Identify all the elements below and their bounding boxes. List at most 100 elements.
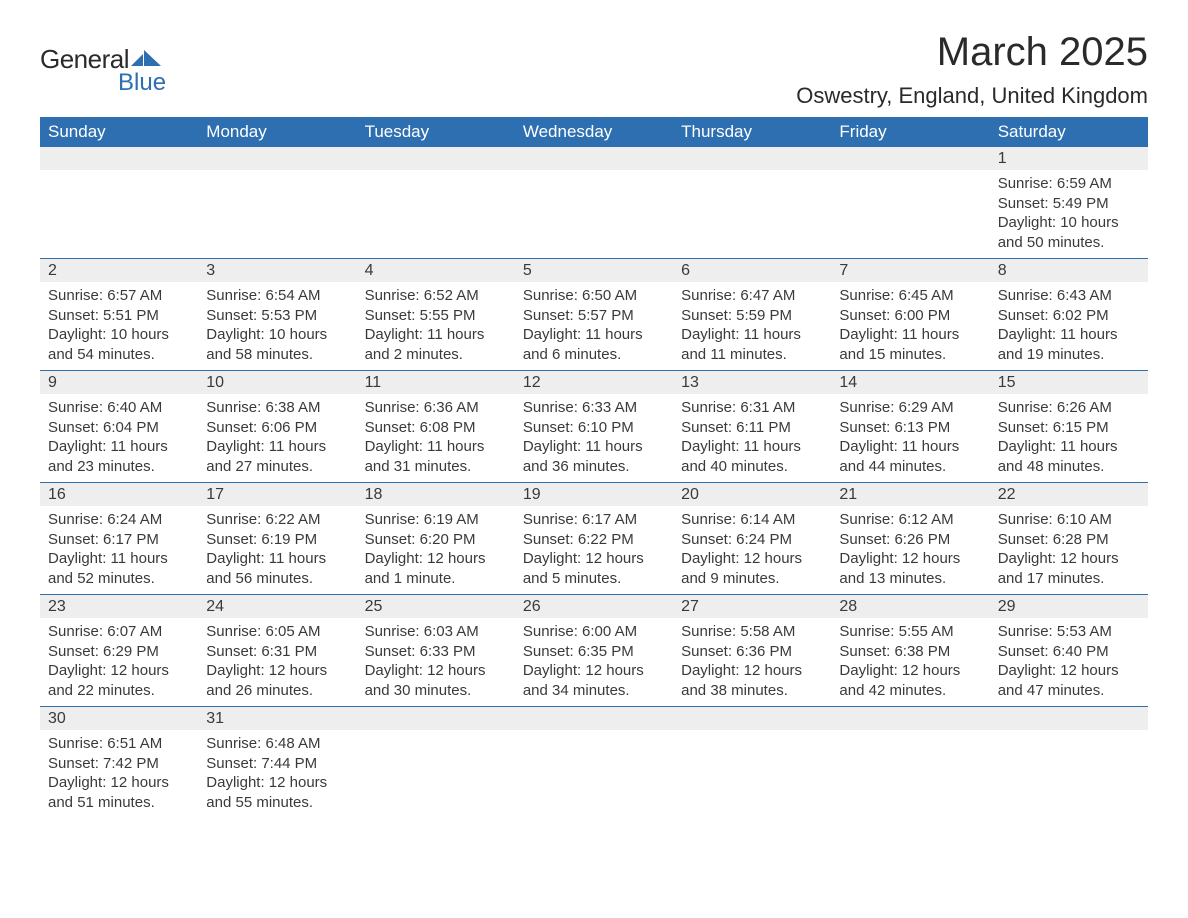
day-number — [515, 707, 673, 730]
sunrise-text: Sunrise: 6:19 AM — [365, 510, 507, 530]
day-content: Sunrise: 6:14 AMSunset: 6:24 PMDaylight:… — [673, 506, 831, 594]
day-content: Sunrise: 5:58 AMSunset: 6:36 PMDaylight:… — [673, 618, 831, 706]
day-cell — [831, 147, 989, 259]
day-content: Sunrise: 6:17 AMSunset: 6:22 PMDaylight:… — [515, 506, 673, 594]
day-number: 24 — [198, 595, 356, 618]
day-number: 9 — [40, 371, 198, 394]
day-content — [831, 170, 989, 248]
sunset-text: Sunset: 6:20 PM — [365, 530, 507, 550]
sunset-text: Sunset: 5:53 PM — [206, 306, 348, 326]
day-content: Sunrise: 6:19 AMSunset: 6:20 PMDaylight:… — [357, 506, 515, 594]
day-cell: 22Sunrise: 6:10 AMSunset: 6:28 PMDayligh… — [990, 483, 1148, 595]
day-cell: 1Sunrise: 6:59 AMSunset: 5:49 PMDaylight… — [990, 147, 1148, 259]
day-number — [673, 707, 831, 730]
day-number: 29 — [990, 595, 1148, 618]
sunset-text: Sunset: 6:15 PM — [998, 418, 1140, 438]
day-number — [515, 147, 673, 170]
daylight-text-1: Daylight: 12 hours — [206, 661, 348, 681]
day-cell: 31Sunrise: 6:48 AMSunset: 7:44 PMDayligh… — [198, 707, 356, 819]
day-cell: 8Sunrise: 6:43 AMSunset: 6:02 PMDaylight… — [990, 259, 1148, 371]
day-content: Sunrise: 6:48 AMSunset: 7:44 PMDaylight:… — [198, 730, 356, 818]
sunset-text: Sunset: 5:55 PM — [365, 306, 507, 326]
day-cell: 10Sunrise: 6:38 AMSunset: 6:06 PMDayligh… — [198, 371, 356, 483]
day-number — [673, 147, 831, 170]
week-row: 9Sunrise: 6:40 AMSunset: 6:04 PMDaylight… — [40, 371, 1148, 483]
day-content: Sunrise: 6:50 AMSunset: 5:57 PMDaylight:… — [515, 282, 673, 370]
sunrise-text: Sunrise: 6:17 AM — [523, 510, 665, 530]
daylight-text-1: Daylight: 11 hours — [206, 549, 348, 569]
day-cell: 27Sunrise: 5:58 AMSunset: 6:36 PMDayligh… — [673, 595, 831, 707]
daylight-text-1: Daylight: 11 hours — [681, 437, 823, 457]
day-cell — [357, 147, 515, 259]
day-cell: 11 Sunrise: 6:36 AMSunset: 6:08 PMDayligh… — [357, 371, 515, 483]
daylight-text-1: Daylight: 12 hours — [839, 661, 981, 681]
day-number: 18 — [357, 483, 515, 506]
sunrise-text: Sunrise: 6:48 AM — [206, 734, 348, 754]
sunrise-text: Sunrise: 6:51 AM — [48, 734, 190, 754]
sunrise-text: Sunrise: 6:38 AM — [206, 398, 348, 418]
daylight-text-1: Daylight: 11 hours — [998, 325, 1140, 345]
daylight-text-2: and 17 minutes. — [998, 569, 1140, 589]
day-cell — [515, 707, 673, 819]
day-content: Sunrise: 6:45 AMSunset: 6:00 PMDaylight:… — [831, 282, 989, 370]
day-content — [357, 170, 515, 248]
sunset-text: Sunset: 6:08 PM — [365, 418, 507, 438]
day-number: 4 — [357, 259, 515, 282]
day-content: Sunrise: 6:29 AMSunset: 6:13 PMDaylight:… — [831, 394, 989, 482]
daylight-text-2: and 50 minutes. — [998, 233, 1140, 253]
sunset-text: Sunset: 6:28 PM — [998, 530, 1140, 550]
daylight-text-1: Daylight: 10 hours — [206, 325, 348, 345]
week-row: 16Sunrise: 6:24 AMSunset: 6:17 PMDayligh… — [40, 483, 1148, 595]
sunrise-text: Sunrise: 6:36 AM — [365, 398, 507, 418]
day-header: Tuesday — [357, 117, 515, 147]
daylight-text-2: and 48 minutes. — [998, 457, 1140, 477]
daylight-text-2: and 19 minutes. — [998, 345, 1140, 365]
day-content — [198, 170, 356, 248]
day-cell — [357, 707, 515, 819]
day-number: 11 — [357, 371, 515, 394]
sunset-text: Sunset: 6:06 PM — [206, 418, 348, 438]
sunset-text: Sunset: 6:29 PM — [48, 642, 190, 662]
day-cell — [198, 147, 356, 259]
sunset-text: Sunset: 6:10 PM — [523, 418, 665, 438]
day-content — [673, 730, 831, 808]
location-subtitle: Oswestry, England, United Kingdom — [796, 83, 1148, 109]
day-cell: 17Sunrise: 6:22 AMSunset: 6:19 PMDayligh… — [198, 483, 356, 595]
daylight-text-2: and 23 minutes. — [48, 457, 190, 477]
sunset-text: Sunset: 7:44 PM — [206, 754, 348, 774]
day-number: 2 — [40, 259, 198, 282]
week-row: 1Sunrise: 6:59 AMSunset: 5:49 PMDaylight… — [40, 147, 1148, 259]
brand-blue: Blue — [118, 69, 166, 97]
sunset-text: Sunset: 6:38 PM — [839, 642, 981, 662]
sunset-text: Sunset: 6:04 PM — [48, 418, 190, 438]
month-title: March 2025 — [796, 30, 1148, 75]
sunrise-text: Sunrise: 5:53 AM — [998, 622, 1140, 642]
day-cell: 7Sunrise: 6:45 AMSunset: 6:00 PMDaylight… — [831, 259, 989, 371]
daylight-text-2: and 58 minutes. — [206, 345, 348, 365]
day-content — [357, 730, 515, 808]
daylight-text-1: Daylight: 11 hours — [206, 437, 348, 457]
daylight-text-1: Daylight: 11 hours — [839, 437, 981, 457]
day-number: 3 — [198, 259, 356, 282]
sunrise-text: Sunrise: 6:59 AM — [998, 174, 1140, 194]
daylight-text-2: and 36 minutes. — [523, 457, 665, 477]
day-number — [990, 707, 1148, 730]
sunrise-text: Sunrise: 6:47 AM — [681, 286, 823, 306]
sunset-text: Sunset: 6:31 PM — [206, 642, 348, 662]
daylight-text-1: Daylight: 11 hours — [365, 437, 507, 457]
day-cell: 28Sunrise: 5:55 AMSunset: 6:38 PMDayligh… — [831, 595, 989, 707]
brand-logo: General Blue — [40, 30, 166, 97]
sunset-text: Sunset: 5:59 PM — [681, 306, 823, 326]
sunrise-text: Sunrise: 6:57 AM — [48, 286, 190, 306]
day-content — [515, 730, 673, 808]
day-cell: 6Sunrise: 6:47 AMSunset: 5:59 PMDaylight… — [673, 259, 831, 371]
sunrise-text: Sunrise: 6:26 AM — [998, 398, 1140, 418]
day-number: 17 — [198, 483, 356, 506]
daylight-text-1: Daylight: 11 hours — [365, 325, 507, 345]
day-cell — [831, 707, 989, 819]
day-cell: 30Sunrise: 6:51 AMSunset: 7:42 PMDayligh… — [40, 707, 198, 819]
sunset-text: Sunset: 6:22 PM — [523, 530, 665, 550]
sunrise-text: Sunrise: 6:43 AM — [998, 286, 1140, 306]
day-content: Sunrise: 6:43 AMSunset: 6:02 PMDaylight:… — [990, 282, 1148, 370]
sunrise-text: Sunrise: 6:03 AM — [365, 622, 507, 642]
